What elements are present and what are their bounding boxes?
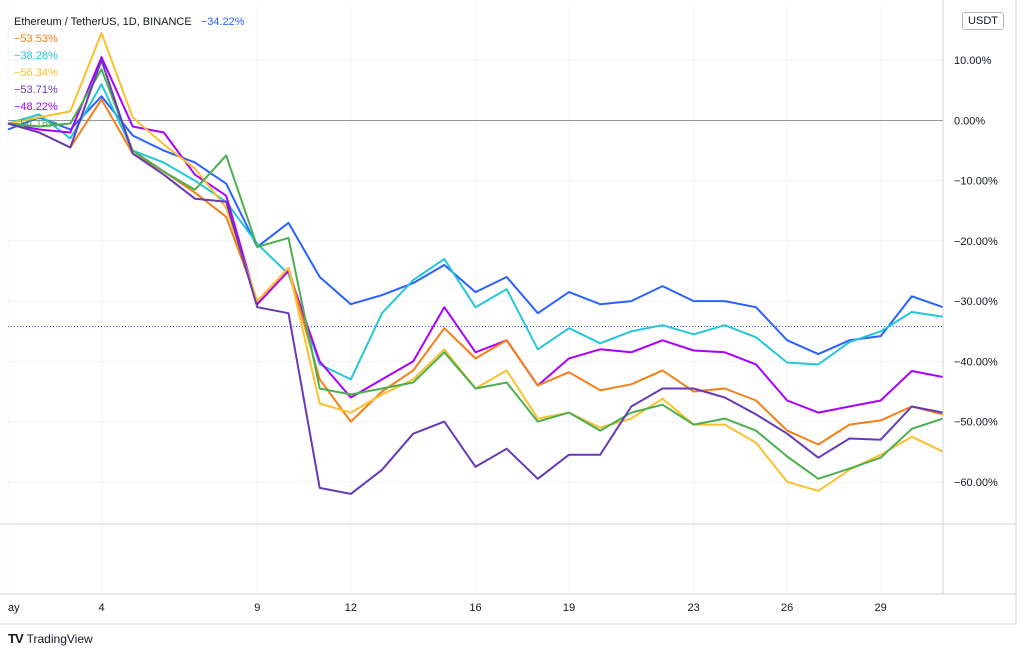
y-tick-label: −10.00%: [954, 176, 998, 188]
y-tick-label: 10.00%: [954, 55, 992, 67]
y-tick-label: −50.00%: [954, 417, 998, 429]
x-tick-label: ay: [8, 602, 20, 614]
legend-item: −53.71%: [14, 84, 58, 96]
x-tick-label: 29: [875, 602, 887, 614]
symbol-change: −34.22%: [200, 16, 245, 28]
chart-grid: [7, 6, 943, 594]
x-tick-label: 23: [688, 602, 700, 614]
legend-item: −56.34%: [14, 67, 58, 79]
legend-item: −53.53%: [14, 33, 58, 45]
x-tick-label: 26: [781, 602, 793, 614]
tradingview-brand[interactable]: TV TradingView: [8, 631, 93, 646]
y-tick-label: −20.00%: [954, 236, 998, 248]
series-lines: [7, 32, 944, 495]
legend-item: −38.28%: [14, 50, 58, 62]
x-tick-label: 4: [98, 602, 104, 614]
x-tick-label: 9: [254, 602, 260, 614]
tradingview-logo-icon: TV: [8, 631, 24, 646]
price-axis[interactable]: 10.00% 0.00% −10.00% −20.00% −30.00% −40.00% −…: [954, 55, 998, 489]
time-axis[interactable]: ay 4 9 12 16 19 23 26 29: [8, 602, 887, 614]
x-tick-label: 12: [345, 602, 357, 614]
y-tick-label: 0.00%: [954, 115, 985, 127]
legend-item: −48.22%: [14, 101, 58, 113]
brand-name: TradingView: [26, 631, 93, 646]
x-tick-label: 19: [563, 602, 575, 614]
y-tick-label: −40.00%: [954, 356, 998, 368]
symbol-title[interactable]: Ethereum / TetherUS, 1D, BINANCE −34.22%: [14, 14, 245, 31]
series-line: [7, 68, 944, 480]
series-line: [7, 56, 944, 414]
y-tick-label: −30.00%: [954, 296, 998, 308]
legend-item: −54.18%: [14, 118, 58, 130]
series-line: [7, 95, 944, 356]
series-line: [7, 83, 944, 381]
chart-frame: [0, 0, 1017, 625]
series-line: [7, 59, 944, 495]
currency-unit-badge[interactable]: USDT: [962, 12, 1004, 30]
symbol-name: Ethereum / TetherUS, 1D, BINANCE: [14, 16, 192, 28]
legend: Ethereum / TetherUS, 1D, BINANCE −34.22%…: [14, 14, 245, 133]
y-tick-label: −60.00%: [954, 477, 998, 489]
x-tick-label: 16: [469, 602, 481, 614]
